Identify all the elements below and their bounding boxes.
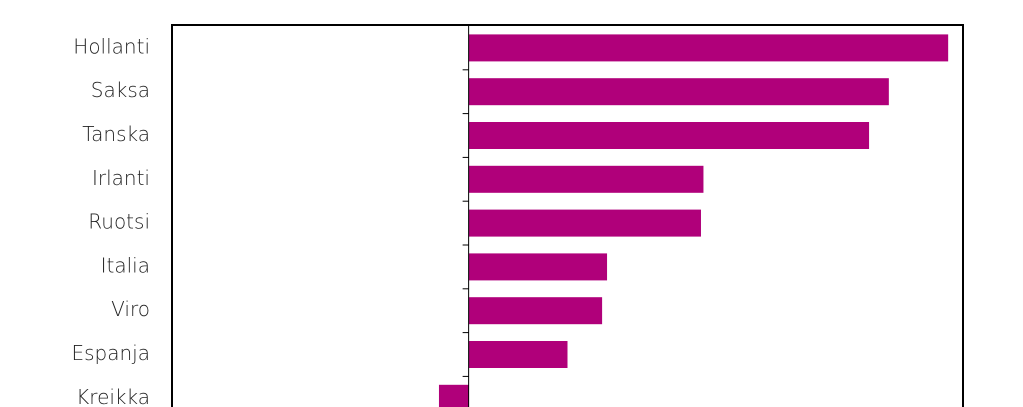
y-tick-label: Viro [111,297,150,321]
bar [468,122,870,149]
y-tick-label: Irlanti [92,166,150,190]
bar [468,34,949,62]
y-tick-label: Saksa [91,78,150,102]
bar [468,165,704,193]
bar [468,297,603,325]
bar [468,78,889,106]
bar [468,341,568,368]
bar [468,253,608,281]
y-tick-label: Kreikka [76,385,150,407]
y-tick-label: Tanska [82,122,150,146]
y-tick-label: Espanja [72,341,151,365]
bar [468,209,701,237]
y-tick-label: Hollanti [73,34,150,58]
y-tick-label: Ruotsi [88,210,150,234]
y-tick-label: Italia [101,253,150,277]
bar [438,384,469,407]
plot-frame [171,24,964,407]
